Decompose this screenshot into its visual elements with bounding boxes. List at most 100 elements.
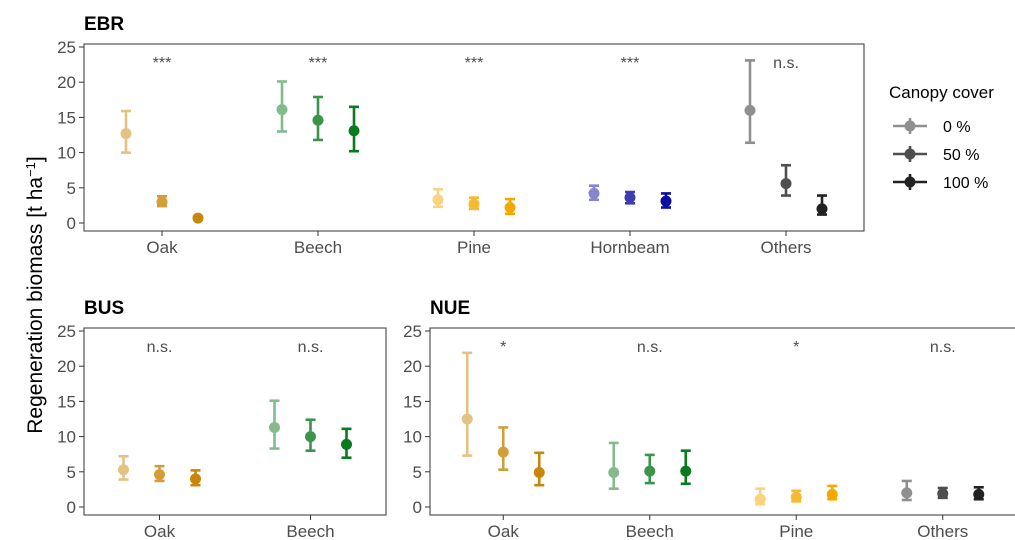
y-tick-label: 15 bbox=[57, 108, 76, 127]
point-marker bbox=[937, 488, 949, 500]
y-tick-label: 10 bbox=[57, 428, 76, 447]
point-marker bbox=[190, 473, 201, 485]
point-marker bbox=[461, 413, 473, 425]
point-marker bbox=[497, 446, 509, 458]
data-point-others-2 bbox=[973, 485, 985, 501]
point-marker bbox=[432, 194, 444, 206]
x-tick-label: Others bbox=[760, 238, 811, 257]
data-point-beech-1 bbox=[312, 95, 324, 142]
y-tick-label: 10 bbox=[57, 144, 76, 163]
x-tick-label: Others bbox=[917, 522, 968, 540]
data-point-beech-1 bbox=[305, 418, 316, 452]
data-point-beech-0 bbox=[269, 399, 280, 450]
data-point-oak-0 bbox=[118, 455, 129, 481]
x-tick-label: Pine bbox=[779, 522, 813, 540]
y-tick-label: 5 bbox=[67, 463, 76, 482]
point-marker bbox=[644, 465, 656, 477]
data-point-others-1 bbox=[937, 486, 949, 500]
panel-ebr: EBR 0 5 10 15 20 25 Oak *** Beech *** Pine *** Hornbe… bbox=[57, 14, 865, 257]
point-marker bbox=[305, 431, 316, 443]
x-tick-label: Oak bbox=[488, 522, 520, 540]
data-point-oak-1 bbox=[497, 426, 509, 471]
data-point-oak-1 bbox=[154, 464, 165, 483]
x-tick-label: Beech bbox=[286, 522, 334, 540]
point-marker bbox=[816, 203, 828, 215]
data-point-beech-0 bbox=[608, 441, 620, 490]
data-point-pine-0 bbox=[754, 487, 766, 506]
point-marker bbox=[533, 467, 545, 479]
point-marker bbox=[790, 491, 802, 503]
point-marker bbox=[826, 488, 838, 500]
point-marker bbox=[754, 493, 766, 505]
point-marker bbox=[154, 469, 165, 481]
significance-label: n.s. bbox=[298, 339, 324, 356]
point-marker bbox=[973, 488, 985, 500]
legend-title: Canopy cover bbox=[889, 83, 994, 102]
point-marker bbox=[744, 104, 756, 116]
significance-label: * bbox=[500, 339, 506, 356]
y-tick-label: 25 bbox=[57, 38, 76, 57]
point-marker bbox=[348, 125, 360, 137]
data-point-others-2 bbox=[816, 194, 828, 216]
data-point-pine-0 bbox=[432, 187, 444, 209]
y-tick-label: 0 bbox=[67, 214, 76, 233]
data-point-oak-2 bbox=[190, 469, 201, 487]
legend-label: 50 % bbox=[943, 147, 979, 164]
data-point-others-0 bbox=[901, 479, 913, 502]
significance-label: n.s. bbox=[930, 339, 956, 356]
point-marker bbox=[341, 438, 352, 450]
point-marker bbox=[608, 467, 620, 479]
y-tick-label: 10 bbox=[403, 428, 422, 447]
significance-label: *** bbox=[621, 55, 640, 72]
legend-marker bbox=[904, 120, 916, 132]
y-axis-label: Regeneration biomass [t ha−1] bbox=[23, 156, 48, 434]
data-point-beech-2 bbox=[341, 427, 352, 460]
significance-label: * bbox=[793, 339, 799, 356]
data-point-hornbeam-1 bbox=[624, 190, 636, 205]
plot-frame bbox=[83, 327, 387, 516]
point-marker bbox=[192, 212, 204, 224]
panel-title: EBR bbox=[84, 14, 124, 35]
point-marker bbox=[269, 421, 280, 433]
point-marker bbox=[118, 464, 129, 476]
legend-item bbox=[893, 118, 927, 134]
panel-title: BUS bbox=[84, 298, 124, 319]
point-marker bbox=[660, 195, 672, 207]
legend-item bbox=[893, 174, 927, 190]
data-point-beech-2 bbox=[348, 105, 360, 153]
significance-label: n.s. bbox=[637, 339, 663, 356]
point-marker bbox=[120, 128, 132, 140]
data-point-pine-1 bbox=[790, 489, 802, 503]
x-tick-label: Hornbeam bbox=[590, 238, 669, 257]
data-point-oak-0 bbox=[461, 351, 473, 457]
point-marker bbox=[156, 196, 168, 208]
legend-label: 100 % bbox=[943, 175, 988, 192]
panel-title: NUE bbox=[430, 298, 470, 319]
significance-label: *** bbox=[153, 55, 172, 72]
point-marker bbox=[312, 114, 324, 126]
data-point-others-1 bbox=[780, 163, 792, 197]
data-point-hornbeam-2 bbox=[660, 192, 672, 209]
legend-marker bbox=[904, 148, 916, 160]
x-tick-label: Beech bbox=[294, 238, 342, 257]
x-tick-label: Oak bbox=[144, 522, 176, 540]
legend-label: 0 % bbox=[943, 119, 971, 136]
y-tick-label: 25 bbox=[403, 322, 422, 341]
y-tick-label: 15 bbox=[403, 392, 422, 411]
point-marker bbox=[780, 178, 792, 190]
point-marker bbox=[504, 202, 516, 214]
y-tick-label: 0 bbox=[413, 498, 422, 517]
significance-label: *** bbox=[465, 55, 484, 72]
x-tick-label: Beech bbox=[626, 522, 674, 540]
y-tick-label: 20 bbox=[57, 73, 76, 92]
data-point-beech-2 bbox=[680, 449, 692, 486]
data-point-hornbeam-0 bbox=[588, 184, 600, 202]
y-tick-label: 15 bbox=[57, 392, 76, 411]
point-marker bbox=[588, 187, 600, 199]
significance-label: *** bbox=[309, 55, 328, 72]
panel-bus: BUS 0 5 10 15 20 25 Oak n.s. Beech n.s. bbox=[57, 298, 387, 540]
significance-label: n.s. bbox=[773, 55, 799, 72]
point-marker bbox=[624, 192, 636, 204]
data-point-beech-1 bbox=[644, 453, 656, 485]
y-tick-label: 5 bbox=[413, 463, 422, 482]
